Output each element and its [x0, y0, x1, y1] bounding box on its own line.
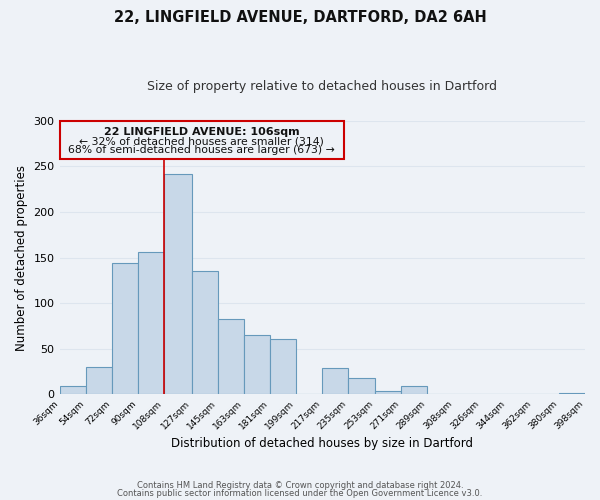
Bar	[86, 367, 112, 394]
Bar	[164, 174, 191, 394]
Text: 22 LINGFIELD AVENUE: 106sqm: 22 LINGFIELD AVENUE: 106sqm	[104, 127, 299, 137]
Bar	[559, 392, 585, 394]
Bar	[59, 386, 86, 394]
Text: ← 32% of detached houses are smaller (314): ← 32% of detached houses are smaller (31…	[79, 136, 324, 146]
Text: Contains public sector information licensed under the Open Government Licence v3: Contains public sector information licen…	[118, 488, 482, 498]
Text: Contains HM Land Registry data © Crown copyright and database right 2024.: Contains HM Land Registry data © Crown c…	[137, 481, 463, 490]
Bar	[112, 263, 138, 394]
Bar	[401, 386, 427, 394]
Bar	[218, 318, 244, 394]
Text: 22, LINGFIELD AVENUE, DARTFORD, DA2 6AH: 22, LINGFIELD AVENUE, DARTFORD, DA2 6AH	[113, 10, 487, 25]
Bar	[138, 252, 164, 394]
FancyBboxPatch shape	[59, 122, 344, 159]
Bar	[270, 339, 296, 394]
Bar	[374, 391, 401, 394]
Y-axis label: Number of detached properties: Number of detached properties	[15, 164, 28, 350]
Title: Size of property relative to detached houses in Dartford: Size of property relative to detached ho…	[147, 80, 497, 93]
Bar	[349, 378, 374, 394]
Bar	[322, 368, 349, 394]
X-axis label: Distribution of detached houses by size in Dartford: Distribution of detached houses by size …	[171, 437, 473, 450]
Bar	[244, 335, 270, 394]
Text: 68% of semi-detached houses are larger (673) →: 68% of semi-detached houses are larger (…	[68, 145, 335, 155]
Bar	[191, 271, 218, 394]
